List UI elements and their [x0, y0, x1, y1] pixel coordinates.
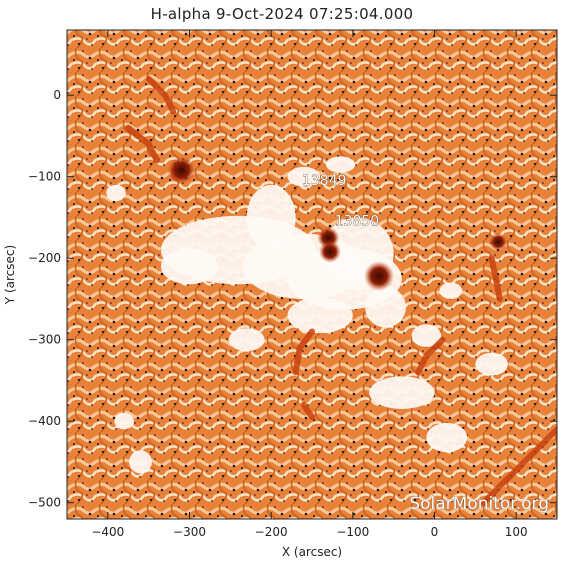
filament: [480, 426, 557, 506]
y-axis: 0 −100 −200 −300 −400 −500: [28, 88, 557, 510]
filaments-and-spots: [125, 75, 557, 506]
filament: [145, 75, 177, 115]
x-tick-label: 100: [505, 525, 528, 539]
x-axis: −400 −300 −200 −100 0 100: [91, 30, 528, 539]
active-region-label: 13850: [335, 214, 380, 230]
watermark: SolarMonitor.org: [409, 494, 549, 514]
sunspot: [489, 232, 508, 251]
annotations: 13849 13850: [302, 173, 380, 230]
sunspot: [167, 156, 196, 185]
plage-blob: [114, 413, 134, 430]
y-tick-label: −500: [28, 496, 61, 510]
filament: [488, 255, 503, 302]
plage-blob: [246, 184, 296, 251]
y-axis-label: Y (arcsec): [3, 245, 17, 305]
plage-blob: [287, 297, 353, 334]
x-tick-label: −400: [91, 525, 124, 539]
x-tick-label: −100: [336, 525, 369, 539]
x-axis-label: X (arcsec): [282, 545, 342, 559]
filament: [125, 124, 160, 164]
y-tick-label: −400: [28, 414, 61, 428]
plage-blob: [369, 376, 435, 409]
sunspot: [318, 240, 341, 263]
plage-blob: [365, 286, 406, 328]
plage-blob: [228, 328, 265, 352]
plage-blob: [160, 248, 219, 285]
plage-blob: [411, 324, 442, 348]
plot-frame: [66, 29, 558, 520]
plage-blob: [325, 156, 356, 173]
plage-blob: [106, 184, 126, 202]
plage-blob: [439, 282, 463, 299]
plage-blob: [426, 422, 468, 453]
active-region-label: 13849: [302, 173, 347, 189]
filament: [300, 401, 315, 421]
y-tick-label: −300: [28, 333, 61, 347]
x-tick-label: 0: [431, 525, 439, 539]
chart-title: H-alpha 9-Oct-2024 07:25:04.000: [150, 5, 414, 23]
y-tick-label: 0: [53, 88, 61, 102]
x-tick-label: −200: [255, 525, 288, 539]
y-tick-label: −100: [28, 170, 61, 184]
filament: [292, 328, 315, 376]
y-tick-label: −200: [28, 251, 61, 265]
plage-regions: [106, 156, 508, 474]
x-tick-label: −300: [173, 525, 206, 539]
filament: [415, 336, 446, 376]
plage-blob: [287, 166, 321, 187]
plage-blob: [475, 352, 508, 376]
plage-blob: [129, 450, 152, 474]
sunspot: [363, 261, 394, 292]
